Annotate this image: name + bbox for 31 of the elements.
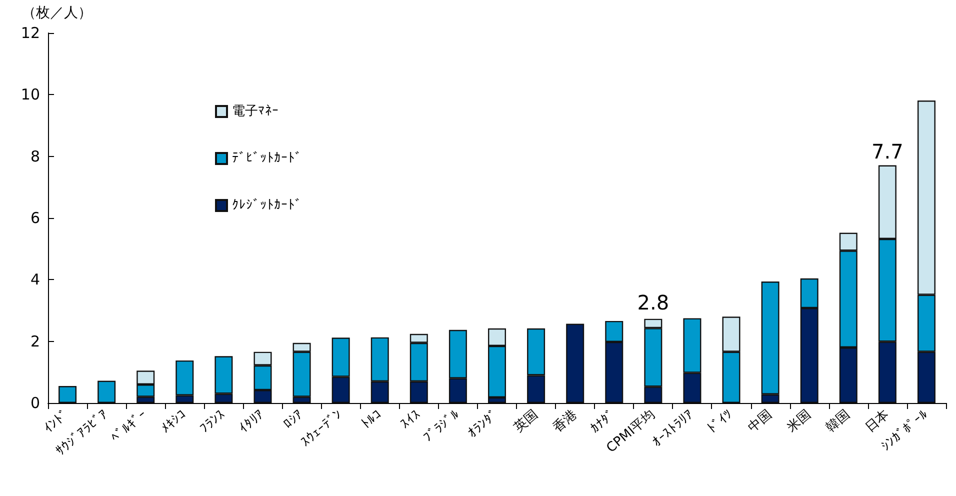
x-tick-label: ﾛｼｱ: [280, 407, 307, 432]
y-tick-label: 8: [30, 147, 40, 166]
x-tick-label: ﾍﾞﾙｷﾞｰ: [108, 407, 150, 446]
legend-label: ﾃﾞﾋﾞｯﾄｶｰﾄﾞ: [232, 151, 302, 166]
x-tick-label: ﾄﾙｺ: [358, 407, 385, 432]
y-axis-title: （枚／人）: [22, 5, 92, 21]
x-tick-label: ｶﾅﾀﾞ: [588, 407, 619, 437]
bar: [566, 324, 584, 403]
legend-label: 電子ﾏﾈｰ: [232, 104, 279, 119]
x-tick-label: 中国: [746, 407, 776, 436]
x-tick-label: 香港: [550, 407, 580, 436]
x-tick-label: ﾒｷｼｺ: [158, 407, 190, 437]
annotation: 2.8: [637, 290, 670, 315]
y-tick-label: 2: [30, 332, 40, 350]
x-tick-label: 英国: [511, 407, 541, 436]
y-tick-label: 12: [20, 24, 40, 42]
y-tick-label: 0: [30, 394, 40, 412]
x-tick-label: 韓国: [824, 407, 854, 436]
y-tick-label: 4: [30, 270, 40, 289]
legend-label: ｸﾚｼﾞｯﾄｶｰﾄﾞ: [232, 198, 302, 213]
y-tick-label: 6: [30, 209, 40, 227]
x-tick-label: ｵﾗﾝﾀﾞ: [465, 407, 502, 442]
x-tick-label: ﾄﾞｲﾂ: [704, 407, 736, 437]
x-tick-label: 日本: [862, 407, 892, 436]
x-tick-label: ﾌﾗﾝｽ: [197, 407, 229, 437]
x-tick-label: 米国: [784, 407, 814, 436]
annotation: 7.7: [872, 140, 904, 164]
bar: [98, 380, 116, 403]
bar: [58, 386, 77, 403]
x-tick-label: ｲﾀﾘｱ: [236, 407, 268, 437]
y-tick-label: 10: [20, 86, 40, 104]
